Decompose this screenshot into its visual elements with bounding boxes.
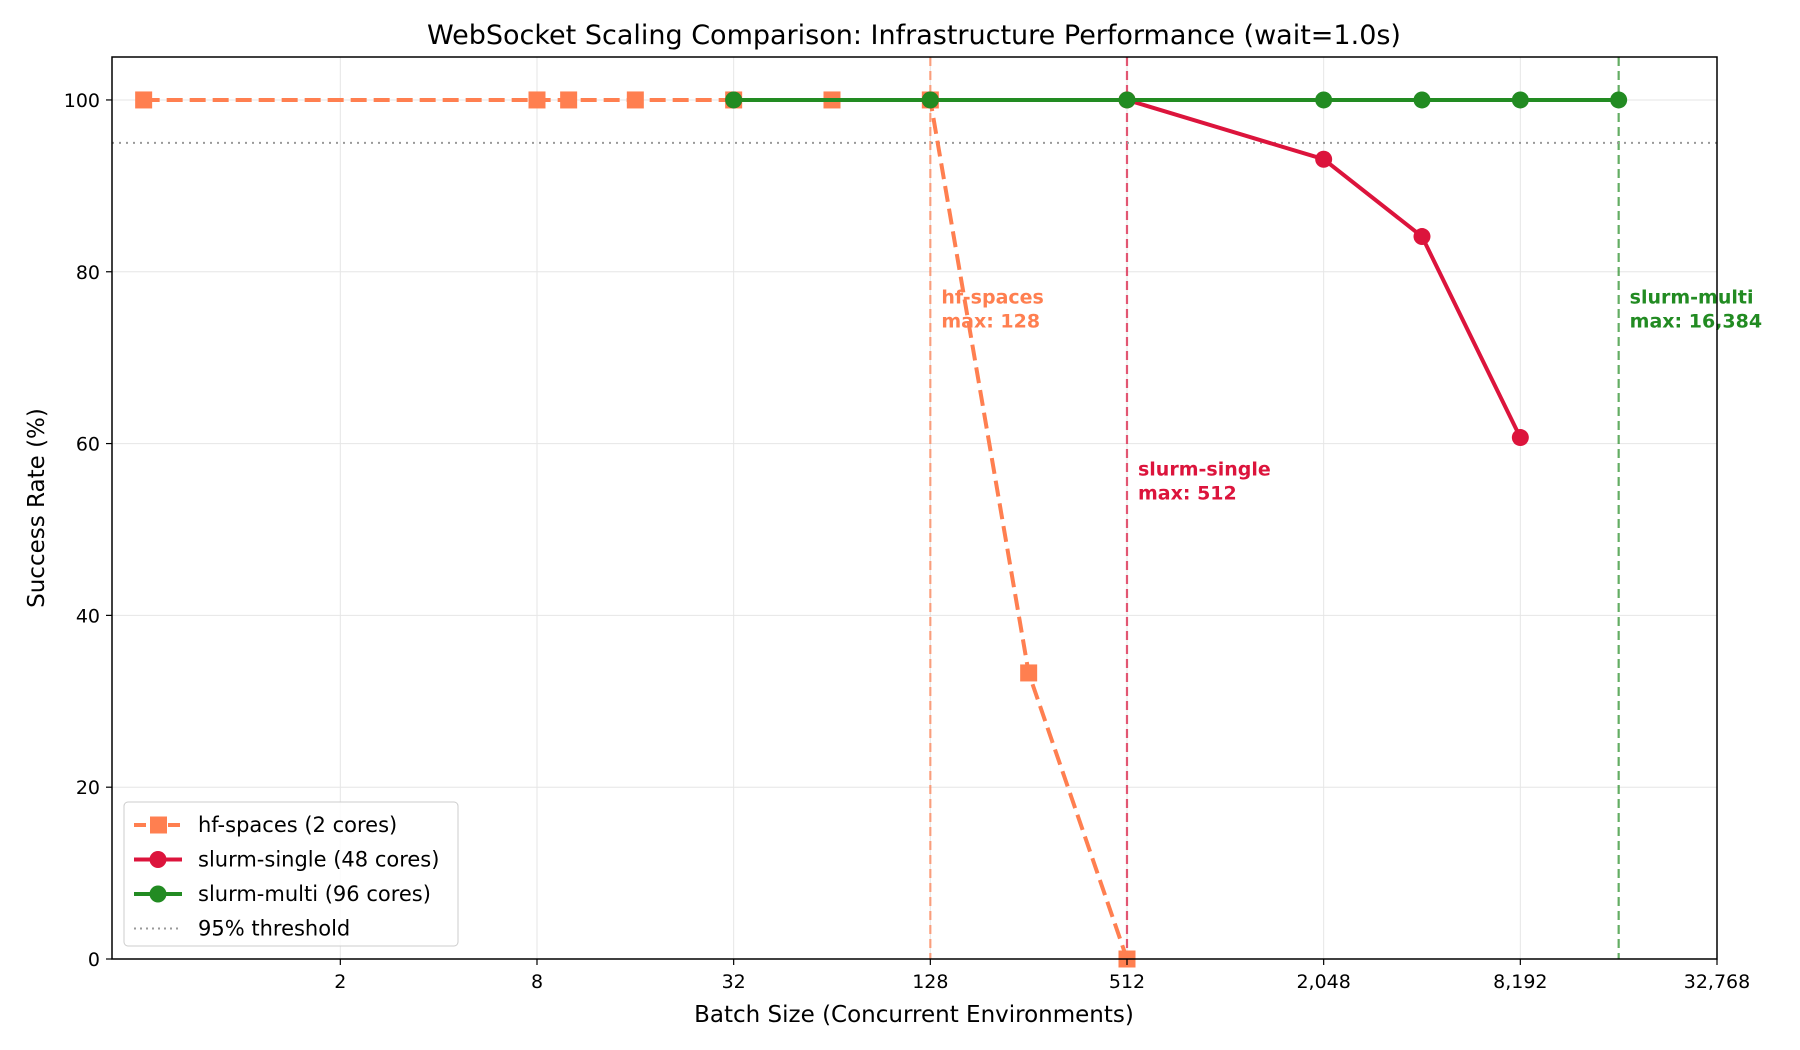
legend-marker (149, 885, 167, 903)
data-point (1511, 91, 1529, 109)
y-tick-label: 80 (76, 262, 100, 284)
data-point (1020, 664, 1038, 682)
legend-label: slurm-single (48 cores) (198, 848, 439, 872)
data-point (1118, 91, 1136, 109)
y-tick-label: 20 (76, 777, 100, 799)
hf-spaces-annotation-name: hf-spaces (941, 287, 1044, 309)
y-tick-label: 0 (88, 949, 100, 971)
x-tick-label: 2,048 (1296, 971, 1350, 993)
hf-spaces-annotation-max: max: 128 (941, 311, 1040, 333)
legend-item: slurm-multi (96 cores) (134, 882, 431, 906)
legend: hf-spaces (2 cores) slurm-single (48 core… (123, 801, 459, 947)
data-point (560, 91, 578, 109)
slurm-single-annotation-max: max: 512 (1138, 483, 1237, 505)
legend-box (123, 801, 459, 947)
slurm-multi-annotation-name: slurm-multi (1630, 287, 1754, 309)
legend-label: 95% threshold (198, 917, 350, 941)
data-point (1315, 91, 1333, 109)
y-axis-ticks: 0 20 40 60 80 100 (64, 90, 112, 971)
slurm-single-annotation-name: slurm-single (1138, 459, 1271, 481)
x-axis-ticks: 2 8 32 128 512 2,048 8,192 32,768 (334, 959, 1750, 993)
legend-marker (149, 851, 167, 868)
y-axis-label: Success Rate (%) (24, 408, 50, 608)
x-tick-label: 32 (722, 971, 746, 993)
data-point (725, 91, 743, 109)
plot-frame (111, 56, 1718, 960)
series-2 (725, 91, 1628, 109)
y-tick-label: 60 (76, 434, 100, 456)
legend-item: slurm-single (48 cores) (134, 848, 439, 872)
data-point (1511, 429, 1529, 447)
legend-label: slurm-multi (96 cores) (198, 882, 431, 906)
chart-title: WebSocket Scaling Comparison: Infrastruc… (427, 20, 1401, 51)
x-axis-label: Batch Size (Concurrent Environments) (694, 1002, 1134, 1028)
slurm-multi-annotation-max: max: 16,384 (1630, 311, 1762, 333)
x-tick-label: 32,768 (1684, 971, 1750, 993)
legend-item: hf-spaces (2 cores) (134, 813, 397, 837)
data-point (1610, 91, 1628, 109)
x-tick-label: 128 (912, 971, 948, 993)
data-point (135, 91, 153, 109)
data-series (135, 91, 1628, 968)
max-capacity-lines (929, 57, 1620, 959)
y-tick-label: 100 (64, 90, 100, 112)
legend-marker (150, 816, 167, 834)
x-tick-label: 512 (1109, 971, 1145, 993)
y-tick-label: 40 (76, 605, 100, 627)
legend-item: 95% threshold (134, 917, 350, 941)
data-point (1413, 91, 1431, 109)
x-tick-label: 2 (334, 971, 346, 993)
x-tick-label: 8,192 (1493, 971, 1547, 993)
data-point (528, 91, 546, 109)
data-point (1413, 228, 1431, 246)
data-point (1315, 150, 1333, 168)
x-tick-label: 8 (531, 971, 543, 993)
data-point (626, 91, 644, 109)
legend-label: hf-spaces (2 cores) (198, 813, 397, 837)
data-point (921, 91, 939, 109)
